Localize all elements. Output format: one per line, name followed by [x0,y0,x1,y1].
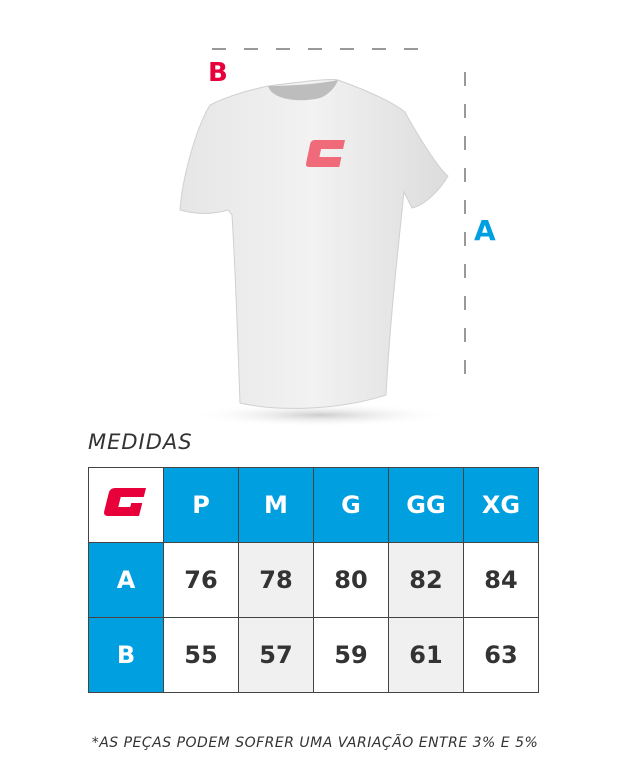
g-logo-icon [104,488,146,516]
table-row: B 55 57 59 61 63 [88,617,539,693]
label-a: A [474,214,496,247]
cell-a-xg: 84 [463,542,539,618]
shirt-logo-icon [305,140,345,167]
table-row: A 76 78 80 82 84 [88,542,539,618]
cell-b-g: 59 [313,617,389,693]
tshirt-illustration [179,48,466,427]
cell-b-xg: 63 [463,617,539,693]
cell-a-m: 78 [238,542,314,618]
size-header-p: P [163,467,239,543]
cell-a-p: 76 [163,542,239,618]
shadow [190,403,450,427]
cell-a-gg: 82 [388,542,464,618]
cell-b-gg: 61 [388,617,464,693]
size-header-xg: XG [463,467,539,543]
variation-note: *AS PEÇAS PODEM SOFRER UMA VARIAÇÃO ENTR… [91,735,539,751]
row-label-a: A [88,542,164,618]
label-b: B [208,58,228,88]
size-header-g: G [313,467,389,543]
tshirt-body [179,78,449,409]
cell-b-p: 55 [163,617,239,693]
tshirt-collar [268,80,338,101]
cell-b-m: 57 [238,617,314,693]
section-title: MEDIDAS [88,430,193,454]
cell-a-g: 80 [313,542,389,618]
row-label-b: B [88,617,164,693]
size-header-gg: GG [388,467,464,543]
brand-logo-cell [88,467,164,543]
size-table: P M G GG XG A 76 78 80 82 84 B 55 57 59 … [88,467,539,693]
header-row: P M G GG XG [88,467,539,543]
size-header-m: M [238,467,314,543]
